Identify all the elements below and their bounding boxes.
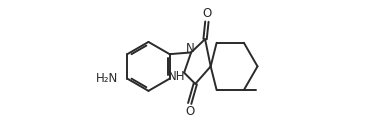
Text: H₂N: H₂N [96,72,118,85]
Text: N: N [186,42,195,55]
Text: O: O [185,105,194,118]
Text: O: O [202,7,211,20]
Text: NH: NH [168,70,185,83]
